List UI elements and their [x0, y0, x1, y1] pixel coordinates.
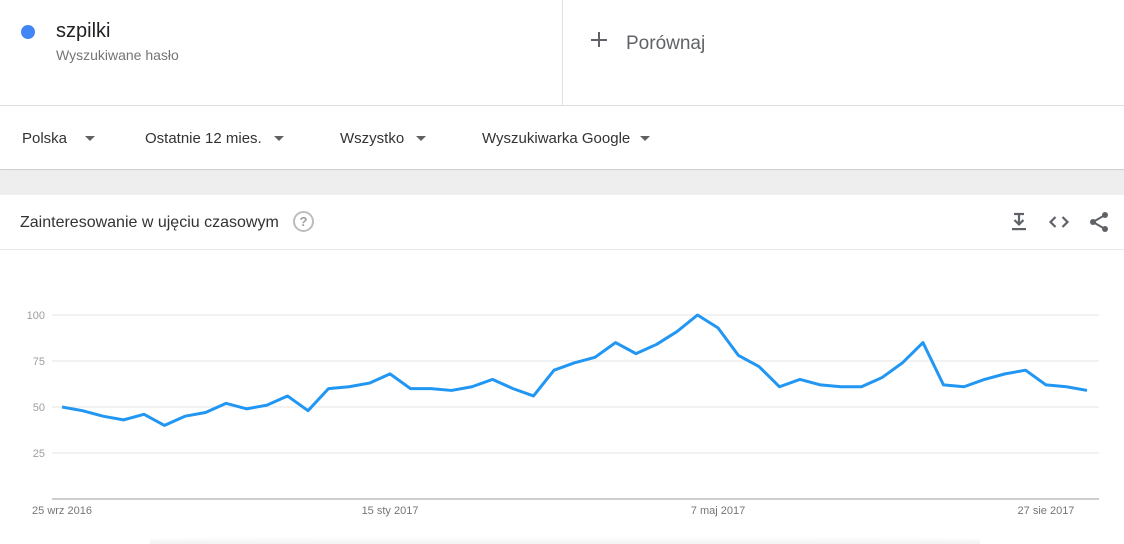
data-point[interactable] — [266, 404, 268, 406]
filter-category-dropdown[interactable]: Wszystko — [340, 130, 427, 147]
data-point[interactable] — [533, 395, 535, 397]
data-point[interactable] — [697, 314, 699, 316]
data-point[interactable] — [615, 342, 617, 344]
x-tick-label: 25 wrz 2016 — [32, 505, 92, 517]
caret-down-icon — [85, 136, 96, 141]
data-point[interactable] — [184, 415, 186, 417]
search-term-card[interactable]: szpilki Wyszukiwane hasło — [0, 0, 563, 105]
line-chart-svg: 25 50 75 100 25 wrz 2016 15 sty 2017 7 maj 201… — [27, 310, 1099, 517]
data-point[interactable] — [779, 386, 781, 388]
compare-label[interactable]: Porównaj — [626, 33, 706, 54]
data-point[interactable] — [348, 386, 350, 388]
data-point[interactable] — [717, 327, 719, 329]
x-tick-label: 7 maj 2017 — [691, 505, 745, 517]
filter-time-range-dropdown[interactable]: Ostatnie 12 mies. — [145, 130, 284, 147]
y-tick-label: 75 — [33, 356, 45, 368]
data-point[interactable] — [574, 362, 576, 364]
data-point[interactable] — [1025, 369, 1027, 371]
data-point[interactable] — [389, 373, 391, 375]
data-point[interactable] — [799, 378, 801, 380]
filter-time-range-label: Ostatnie 12 mies. — [145, 130, 262, 147]
data-point[interactable] — [758, 366, 760, 368]
data-point[interactable] — [430, 388, 432, 390]
x-tick-label: 15 sty 2017 — [362, 505, 419, 517]
data-point[interactable] — [123, 419, 125, 421]
data-point[interactable] — [1045, 384, 1047, 386]
data-point[interactable] — [143, 413, 145, 415]
data-point[interactable] — [922, 342, 924, 344]
filter-bar: Polska Ostatnie 12 mies. Wszystko Wyszuk… — [0, 106, 1124, 170]
data-point[interactable] — [225, 402, 227, 404]
data-point[interactable] — [471, 386, 473, 388]
data-point[interactable] — [246, 408, 248, 410]
search-term-subtitle: Wyszukiwane hasło — [56, 47, 179, 63]
data-point[interactable] — [61, 406, 63, 408]
data-point[interactable] — [820, 384, 822, 386]
series-line[interactable] — [61, 313, 1088, 427]
data-point[interactable] — [1086, 389, 1088, 391]
data-point[interactable] — [369, 382, 371, 384]
data-point[interactable] — [102, 415, 104, 417]
data-point[interactable] — [1066, 386, 1068, 388]
filter-region-dropdown[interactable]: Polska — [22, 130, 96, 147]
data-point[interactable] — [635, 353, 637, 355]
data-point[interactable] — [307, 410, 309, 412]
embed-code-icon[interactable] — [1047, 210, 1071, 234]
caret-down-icon — [273, 136, 284, 141]
data-point[interactable] — [410, 388, 412, 390]
interest-over-time-chart: 25 50 75 100 25 wrz 2016 15 sty 2017 7 maj 201… — [0, 250, 1124, 544]
y-tick-label: 25 — [33, 448, 45, 460]
x-tick-label: 27 sie 2017 — [1018, 505, 1075, 517]
card-title: Zainteresowanie w ujęciu czasowym — [20, 214, 279, 231]
question-icon[interactable]: ? — [293, 211, 314, 232]
data-point[interactable] — [1004, 373, 1006, 375]
data-point[interactable] — [738, 354, 740, 356]
data-point[interactable] — [512, 388, 514, 390]
filter-category-label: Wszystko — [340, 130, 405, 147]
data-point[interactable] — [861, 386, 863, 388]
data-point[interactable] — [943, 384, 945, 386]
download-icon[interactable] — [1007, 210, 1031, 234]
data-point[interactable] — [553, 369, 555, 371]
card-header: Zainteresowanie w ujęciu czasowym ? — [0, 195, 1124, 250]
search-terms-bar: szpilki Wyszukiwane hasło — [0, 0, 1124, 106]
caret-down-icon — [640, 136, 651, 141]
data-point[interactable] — [205, 412, 207, 414]
bottom-shadow — [150, 536, 980, 544]
data-point[interactable] — [451, 389, 453, 391]
data-point[interactable] — [594, 356, 596, 358]
data-point[interactable] — [492, 378, 494, 380]
data-point[interactable] — [164, 424, 166, 426]
data-point[interactable] — [840, 386, 842, 388]
section-separator — [0, 171, 1124, 195]
share-icon[interactable] — [1087, 210, 1111, 234]
data-point[interactable] — [984, 378, 986, 380]
data-point[interactable] — [902, 362, 904, 364]
y-tick-label: 100 — [27, 310, 45, 322]
filter-region-label: Polska — [22, 130, 68, 147]
search-term-name[interactable]: szpilki — [56, 20, 111, 42]
term-color-dot — [21, 25, 35, 39]
data-point[interactable] — [287, 395, 289, 397]
data-point[interactable] — [676, 331, 678, 333]
data-point[interactable] — [881, 377, 883, 379]
plus-icon[interactable] — [588, 28, 610, 50]
caret-down-icon — [416, 136, 427, 141]
y-tick-label: 50 — [33, 402, 45, 414]
data-point[interactable] — [963, 386, 965, 388]
data-point[interactable] — [656, 343, 658, 345]
data-point[interactable] — [82, 410, 84, 412]
data-point[interactable] — [328, 388, 330, 390]
filter-search-type-dropdown[interactable]: Wyszukiwarka Google — [482, 130, 651, 147]
filter-search-type-label: Wyszukiwarka Google — [482, 130, 631, 147]
